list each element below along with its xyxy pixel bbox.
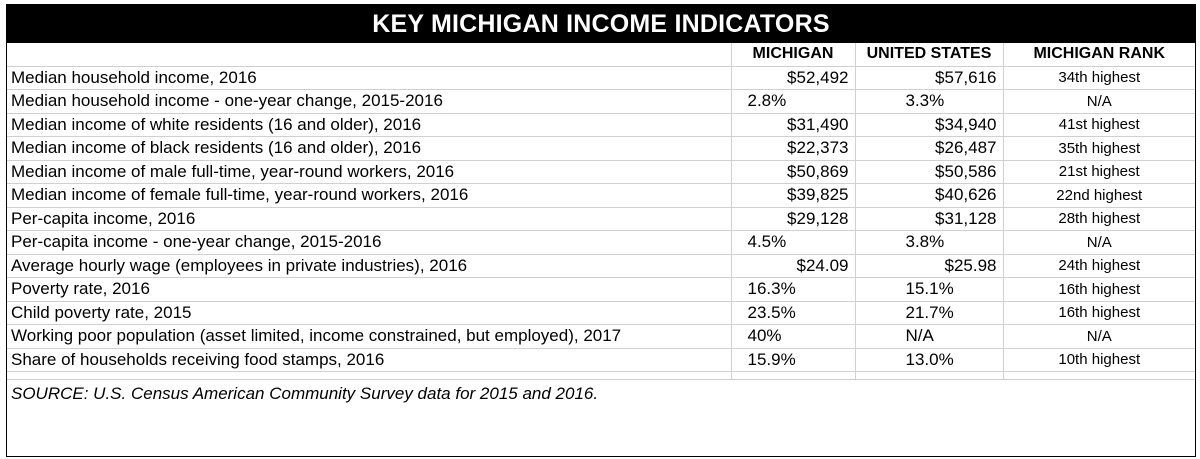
us-value: 3.3% [855,89,1004,114]
michigan-rank: 16th highest [1003,301,1195,325]
table-row: Average hourly wage (employees in privat… [7,254,1195,278]
source-row: SOURCE: U.S. Census American Community S… [7,380,1195,409]
indicator-label: Median household income, 2016 [7,66,732,90]
indicator-label: Average hourly wage (employees in privat… [7,254,732,278]
indicator-label: Share of households receiving food stamp… [7,348,732,372]
michigan-value: 16.3% [731,277,856,302]
michigan-rank: 21st highest [1003,160,1195,184]
michigan-rank: 28th highest [1003,207,1195,231]
michigan-value: $39,825 [731,183,856,208]
michigan-value: 2.8% [731,89,856,114]
us-value: 21.7% [855,301,1004,325]
table-row: Per-capita income, 2016 $29,128 $31,128 28t… [7,207,1195,231]
header-indicator [7,43,732,67]
indicator-label: Median household income - one-year chang… [7,89,732,114]
us-value: $50,586 [855,160,1004,184]
header-row: MICHIGAN UNITED STATES MICHIGAN RANK [7,43,1195,67]
us-value: 15.1% [855,277,1004,302]
indicator-label: Working poor population (asset limited, … [7,324,732,349]
indicator-label: Median income of male full-time, year-ro… [7,160,732,184]
indicator-label: Per-capita income - one-year change, 201… [7,230,732,255]
michigan-rank: N/A [1003,89,1195,114]
us-value: 3.8% [855,230,1004,255]
michigan-value: $31,490 [731,113,856,137]
michigan-value: $29,128 [731,207,856,231]
michigan-value: $50,869 [731,160,856,184]
michigan-rank: 16th highest [1003,277,1195,302]
michigan-value: $22,373 [731,136,856,161]
indicator-label: Median income of white residents (16 and… [7,113,732,137]
table-row: Poverty rate, 2016 16.3% 15.1% 16th highest [7,277,1195,302]
income-table-frame: KEY MICHIGAN INCOME INDICATORS MICHIGAN … [6,4,1196,457]
table-row: Median income of female full-time, year-… [7,183,1195,208]
michigan-value: 40% [731,324,856,349]
indicator-label: Median income of female full-time, year-… [7,183,732,208]
table-row: Share of households receiving food stamp… [7,348,1195,372]
michigan-value: 23.5% [731,301,856,325]
indicator-label: Child poverty rate, 2015 [7,301,732,325]
table-title: KEY MICHIGAN INCOME INDICATORS [7,5,1195,43]
header-united-states: UNITED STATES [855,43,1004,67]
michigan-value: $24.09 [731,254,856,278]
michigan-rank: 34th highest [1003,66,1195,90]
michigan-rank: 24th highest [1003,254,1195,278]
us-value: $26,487 [855,136,1004,161]
us-value: $25.98 [855,254,1004,278]
michigan-rank: 41st highest [1003,113,1195,137]
table-row: Per-capita income - one-year change, 201… [7,230,1195,255]
table-row: Working poor population (asset limited, … [7,324,1195,349]
michigan-rank: 35th highest [1003,136,1195,161]
table-row: Median household income - one-year chang… [7,89,1195,114]
indicator-label: Per-capita income, 2016 [7,207,732,231]
michigan-value: 15.9% [731,348,856,372]
header-michigan: MICHIGAN [731,43,856,67]
us-value: $31,128 [855,207,1004,231]
indicator-label: Median income of black residents (16 and… [7,136,732,161]
source-note: SOURCE: U.S. Census American Community S… [11,384,599,403]
table-row: Median household income, 2016 $52,492 $57,… [7,66,1195,90]
michigan-rank: N/A [1003,324,1195,349]
michigan-rank: 10th highest [1003,348,1195,372]
income-indicators-table: MICHIGAN UNITED STATES MICHIGAN RANK Med… [7,43,1195,408]
us-value: $34,940 [855,113,1004,137]
table-row: Child poverty rate, 2015 23.5% 21.7% 16th h… [7,301,1195,325]
michigan-rank: 22nd highest [1003,183,1195,208]
header-michigan-rank: MICHIGAN RANK [1003,43,1195,67]
michigan-value: 4.5% [731,230,856,255]
table-row: Median income of black residents (16 and… [7,136,1195,161]
table-row: Median income of white residents (16 and… [7,113,1195,137]
spacer-row [7,371,1195,380]
us-value: $57,616 [855,66,1004,90]
table-row: Median income of male full-time, year-ro… [7,160,1195,184]
michigan-rank: N/A [1003,230,1195,255]
us-value: 13.0% [855,348,1004,372]
us-value: $40,626 [855,183,1004,208]
indicator-label: Poverty rate, 2016 [7,277,732,302]
michigan-value: $52,492 [731,66,856,90]
us-value: N/A [855,324,1004,349]
